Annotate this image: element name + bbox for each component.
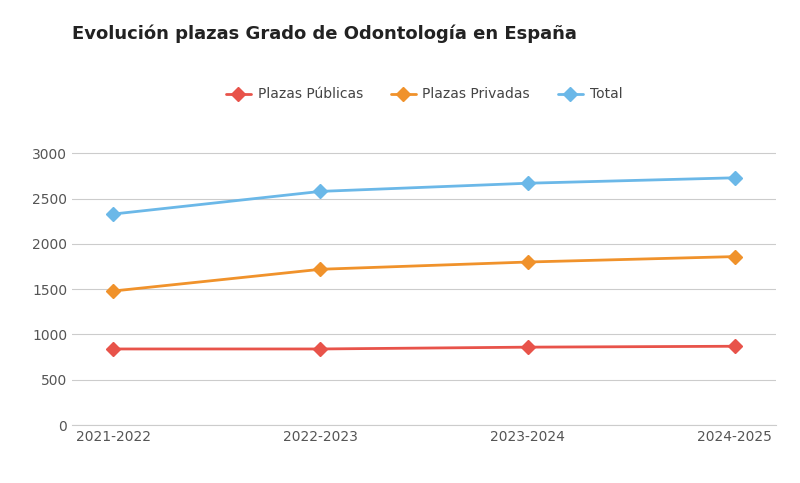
Total — [522, 180, 532, 186]
Plazas Privadas — [109, 288, 118, 294]
Total — [109, 211, 118, 217]
Plazas Públicas — [109, 346, 118, 352]
Line: Plazas Privadas: Plazas Privadas — [109, 252, 739, 296]
Plazas Públicas — [522, 344, 532, 350]
Line: Total: Total — [109, 173, 739, 219]
Plazas Privadas — [730, 254, 739, 259]
Text: Evolución plazas Grado de Odontología en España: Evolución plazas Grado de Odontología en… — [72, 24, 577, 43]
Plazas Públicas — [730, 343, 739, 349]
Line: Plazas Públicas: Plazas Públicas — [109, 341, 739, 354]
Plazas Privadas — [522, 259, 532, 265]
Total — [730, 175, 739, 181]
Legend: Plazas Públicas, Plazas Privadas, Total: Plazas Públicas, Plazas Privadas, Total — [220, 82, 628, 107]
Plazas Privadas — [316, 266, 326, 272]
Plazas Públicas — [316, 346, 326, 352]
Total — [316, 188, 326, 194]
